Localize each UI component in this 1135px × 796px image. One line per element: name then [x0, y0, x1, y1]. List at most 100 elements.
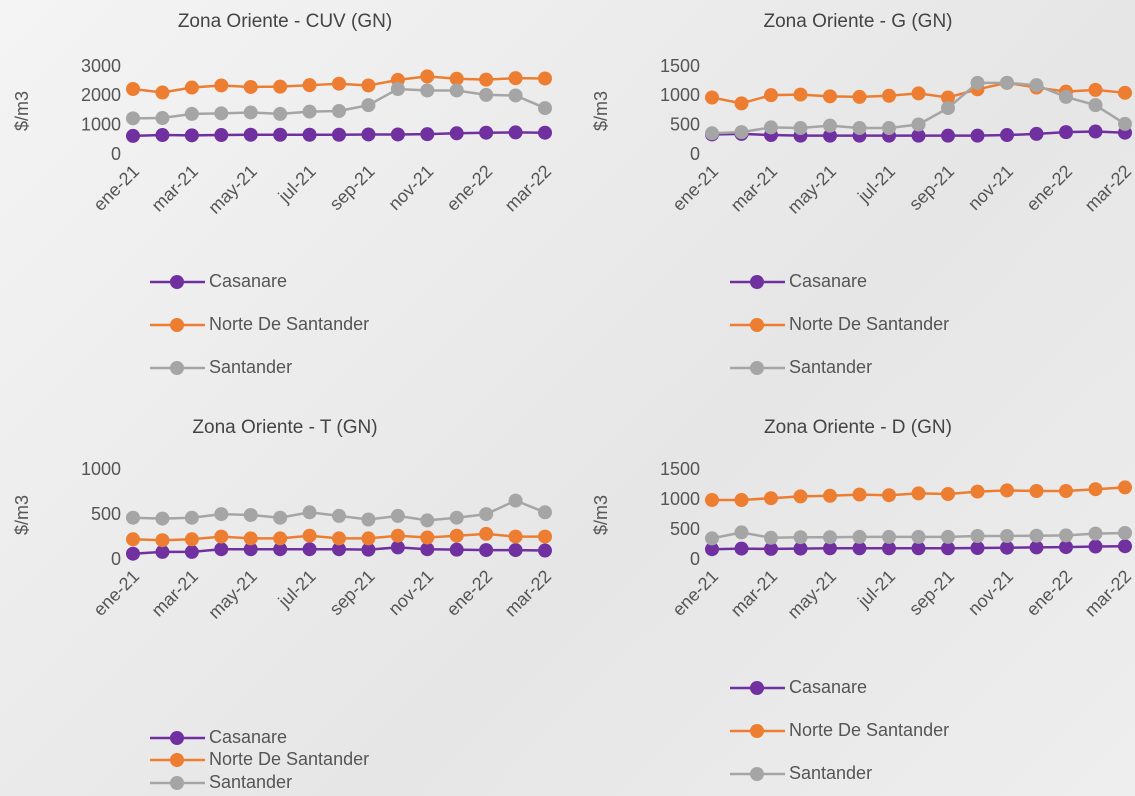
data-point — [823, 530, 837, 545]
data-point — [155, 533, 170, 548]
x-tick-label: ene-21 — [89, 566, 143, 620]
data-point — [1059, 528, 1073, 543]
data-point — [970, 75, 985, 90]
data-point — [214, 507, 229, 522]
y-tick-label: 1000 — [660, 489, 700, 509]
data-point — [1088, 82, 1103, 97]
x-tick-label: may-21 — [204, 566, 261, 623]
data-point — [823, 118, 837, 133]
x-tick-label: ene-22 — [443, 161, 497, 215]
y-tick-label: 1000 — [81, 459, 121, 479]
data-point — [1088, 526, 1103, 541]
data-point — [243, 127, 258, 142]
x-tick-label: mar-21 — [148, 161, 202, 215]
data-point — [361, 542, 376, 557]
data-point — [1118, 526, 1132, 540]
x-tick-label: mar-22 — [501, 566, 555, 620]
data-point — [1059, 484, 1073, 498]
data-point — [705, 90, 719, 105]
data-point — [734, 493, 749, 507]
x-tick-label: ene-22 — [443, 566, 497, 620]
data-point — [1059, 89, 1073, 104]
x-tick-label: ene-21 — [668, 161, 722, 215]
data-point — [882, 121, 896, 136]
legend-marker — [170, 275, 184, 289]
data-point — [793, 530, 808, 545]
data-point — [852, 487, 867, 502]
data-point — [155, 85, 170, 100]
y-axis-label: $/m3 — [591, 495, 611, 535]
data-point — [243, 542, 258, 557]
data-point — [214, 128, 229, 143]
x-tick-label: ene-21 — [668, 566, 722, 620]
data-point — [734, 96, 749, 111]
data-point — [882, 541, 896, 556]
data-point — [970, 529, 985, 543]
data-point — [332, 542, 346, 557]
data-point — [764, 491, 778, 506]
data-point — [764, 541, 778, 556]
data-point — [214, 106, 229, 121]
data-point — [764, 88, 778, 103]
legend-marker — [750, 767, 764, 781]
legend-label: Norte De Santander — [789, 720, 949, 740]
x-tick-label: jul-21 — [853, 161, 899, 207]
data-point — [214, 529, 229, 544]
x-tick-label: may-21 — [204, 161, 261, 218]
data-point — [941, 128, 955, 143]
data-point — [793, 121, 808, 136]
data-point — [970, 541, 985, 555]
data-point — [184, 106, 199, 121]
data-point — [302, 78, 317, 93]
legend-marker — [750, 681, 764, 695]
data-point — [882, 88, 896, 103]
data-point — [449, 528, 464, 543]
data-point — [508, 529, 523, 544]
data-point — [1118, 85, 1132, 100]
data-point — [302, 127, 317, 142]
y-axis-label: $/m3 — [12, 91, 32, 131]
x-tick-label: jul-21 — [853, 566, 899, 612]
legend-label: Santander — [789, 357, 872, 377]
x-tick-label: sep-21 — [905, 566, 958, 619]
legend-label: Norte De Santander — [209, 749, 369, 769]
data-point — [1029, 528, 1044, 543]
data-point — [764, 120, 778, 135]
data-point — [420, 69, 435, 84]
data-point — [793, 489, 808, 504]
x-tick-label: ene-21 — [89, 161, 143, 215]
x-tick-label: may-21 — [784, 566, 841, 623]
data-point — [508, 125, 523, 140]
data-point — [126, 532, 140, 547]
data-point — [332, 127, 346, 142]
x-tick-label: jul-21 — [274, 161, 320, 207]
legend-marker — [170, 361, 184, 375]
data-point — [449, 71, 464, 86]
data-point — [1059, 125, 1073, 140]
data-point — [361, 512, 376, 527]
data-point — [538, 529, 552, 544]
legend-marker — [750, 361, 764, 375]
data-point — [1029, 126, 1044, 141]
data-point — [214, 542, 229, 557]
data-point — [420, 127, 435, 142]
data-point — [449, 126, 464, 141]
data-point — [508, 493, 523, 508]
x-tick-label: mar-22 — [1081, 566, 1135, 620]
y-axis-label: $/m3 — [591, 91, 611, 131]
y-tick-label: 0 — [690, 549, 700, 569]
data-point — [126, 546, 140, 561]
x-tick-label: mar-22 — [501, 161, 555, 215]
legend-label: Casanare — [789, 677, 867, 697]
data-point — [184, 544, 199, 559]
x-tick-label: mar-22 — [1081, 161, 1135, 215]
y-tick-label: 1500 — [660, 459, 700, 479]
data-point — [1088, 482, 1103, 497]
legend-marker — [750, 275, 764, 289]
data-point — [911, 86, 926, 101]
y-tick-label: 500 — [670, 114, 700, 134]
data-point — [764, 530, 778, 545]
data-point — [1088, 539, 1103, 554]
data-point — [420, 530, 435, 545]
data-point — [911, 541, 926, 556]
